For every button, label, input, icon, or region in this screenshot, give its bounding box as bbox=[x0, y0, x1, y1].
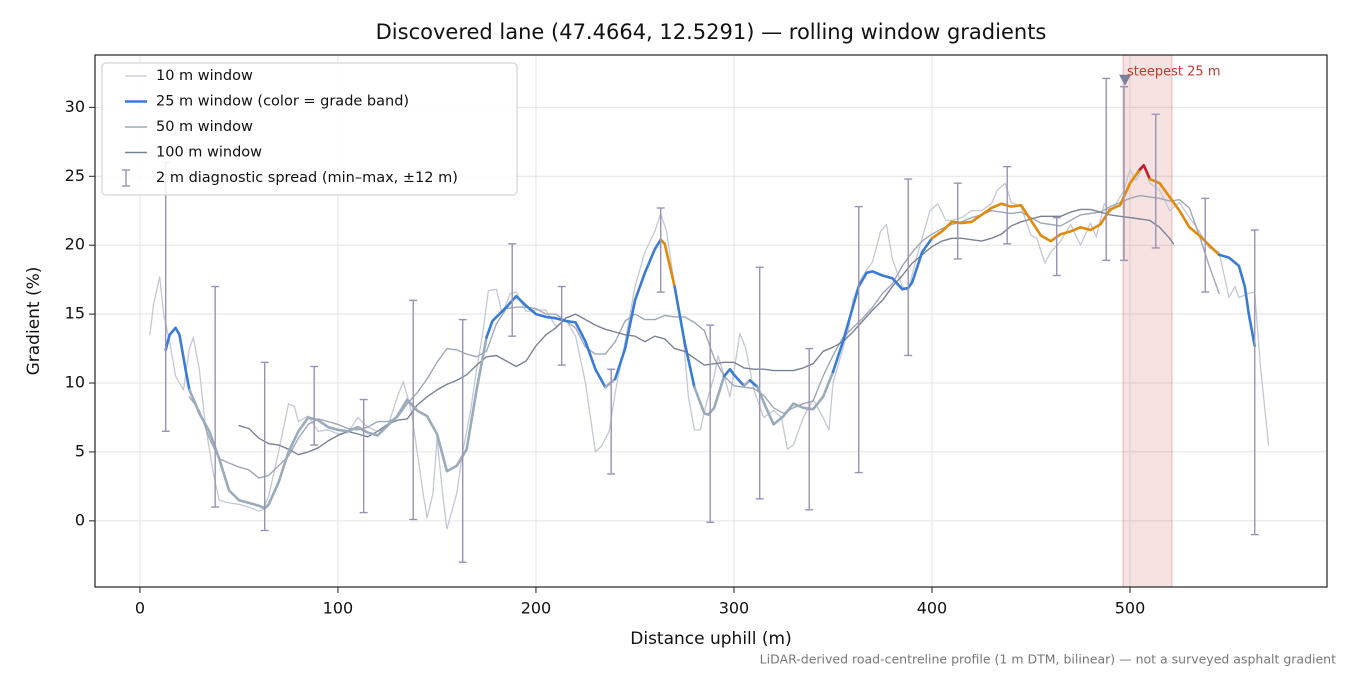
legend-label: 100 m window bbox=[156, 145, 262, 161]
error-bar bbox=[953, 182, 962, 260]
legend-label: 50 m window bbox=[156, 119, 253, 135]
line-1 bbox=[659, 238, 676, 288]
error-bar bbox=[310, 365, 319, 446]
error-bar bbox=[1003, 165, 1012, 245]
steepest-label: steepest 25 m bbox=[1127, 64, 1220, 79]
legend-label: 10 m window bbox=[156, 68, 253, 84]
line-1 bbox=[930, 168, 1142, 243]
error-bar bbox=[1201, 197, 1210, 293]
x-tick-label: 400 bbox=[917, 599, 948, 618]
error-bar bbox=[458, 318, 467, 563]
error-bar bbox=[409, 299, 418, 521]
error-bar bbox=[260, 361, 269, 532]
x-tick-label: 0 bbox=[135, 599, 145, 618]
y-tick-label: 20 bbox=[65, 235, 85, 254]
line-1 bbox=[604, 377, 617, 389]
error-bar bbox=[656, 207, 665, 293]
x-axis-label: Distance uphill (m) bbox=[630, 629, 791, 649]
y-tick-label: 15 bbox=[65, 304, 85, 323]
error-bar bbox=[508, 243, 517, 337]
plot-frame bbox=[94, 54, 1328, 588]
line-1 bbox=[613, 238, 662, 381]
error-bar bbox=[1151, 113, 1160, 249]
x-tick-label: 100 bbox=[323, 599, 354, 618]
y-tick-label: 25 bbox=[65, 166, 85, 185]
line-1 bbox=[1138, 164, 1152, 181]
error-bar bbox=[1120, 85, 1129, 262]
line-3 bbox=[238, 208, 1175, 456]
highlight-span bbox=[1122, 54, 1173, 588]
line-1 bbox=[742, 379, 752, 388]
chart-title: Discovered lane (47.4664, 12.5291) — rol… bbox=[376, 20, 1047, 44]
error-bar bbox=[1250, 229, 1259, 536]
y-tick-label: 0 bbox=[75, 510, 85, 529]
line-1 bbox=[756, 370, 835, 426]
x-tick-label: 200 bbox=[521, 599, 552, 618]
legend-box bbox=[101, 62, 518, 196]
legend-label: 2 m diagnostic spread (min–max, ±12 m) bbox=[156, 170, 458, 186]
error-bar bbox=[211, 285, 220, 508]
error-bar bbox=[1102, 77, 1111, 262]
line-1 bbox=[164, 326, 191, 392]
line-1 bbox=[1217, 253, 1256, 348]
x-tick-label: 300 bbox=[719, 599, 750, 618]
error-bar bbox=[904, 178, 913, 357]
error-bar bbox=[557, 285, 566, 366]
y-axis-label: Gradient (%) bbox=[24, 267, 44, 376]
error-bar bbox=[706, 324, 715, 523]
line-1 bbox=[188, 336, 488, 510]
line-1 bbox=[485, 294, 607, 389]
error-bar bbox=[805, 347, 814, 511]
error-bar bbox=[854, 205, 863, 474]
footnote: LiDAR-derived road-centreline profile (1… bbox=[760, 652, 1336, 667]
line-1 bbox=[748, 379, 759, 389]
steepest-marker bbox=[1119, 74, 1132, 86]
line-1 bbox=[1148, 177, 1221, 257]
x-tick-label: 500 bbox=[1115, 599, 1146, 618]
line-1 bbox=[673, 285, 696, 389]
error-bar bbox=[755, 266, 764, 500]
line-1 bbox=[831, 237, 934, 374]
y-tick-label: 10 bbox=[65, 373, 85, 392]
legend-label: 25 m window (color = grade band) bbox=[156, 94, 409, 110]
line-1 bbox=[722, 367, 746, 388]
line-0 bbox=[149, 164, 1270, 530]
y-tick-label: 5 bbox=[75, 441, 85, 460]
y-tick-label: 30 bbox=[65, 97, 85, 116]
error-bar bbox=[1052, 216, 1061, 277]
error-bar bbox=[359, 398, 368, 514]
line-1 bbox=[693, 374, 726, 416]
error-bar bbox=[607, 368, 616, 475]
